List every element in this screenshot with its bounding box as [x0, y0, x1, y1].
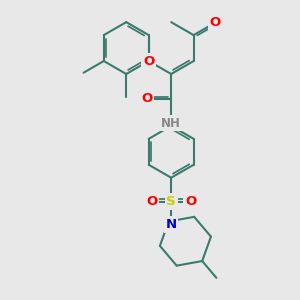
- Text: O: O: [185, 195, 196, 208]
- Text: O: O: [141, 92, 152, 105]
- Text: O: O: [143, 55, 154, 68]
- Text: NH: NH: [161, 117, 181, 130]
- Text: N: N: [166, 218, 177, 231]
- Text: S: S: [167, 195, 176, 208]
- Text: O: O: [209, 16, 220, 29]
- Text: O: O: [146, 195, 157, 208]
